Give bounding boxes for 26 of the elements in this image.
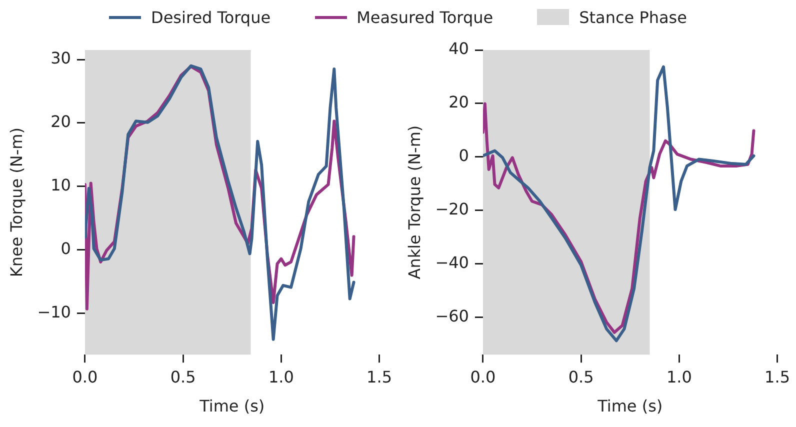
x-tick-label: 0.5 bbox=[568, 367, 594, 386]
y-tick-label: 10 bbox=[50, 176, 71, 195]
legend-label: Measured Torque bbox=[356, 8, 494, 26]
x-tick-label: 0.5 bbox=[170, 367, 196, 386]
y-tick-label: 0 bbox=[60, 239, 71, 258]
y-axis-title: Ankle Torque (N-m) bbox=[404, 125, 424, 280]
x-axis-title: Time (s) bbox=[198, 396, 265, 416]
y-tick-label: −20 bbox=[435, 199, 469, 218]
y-tick-label: 20 bbox=[50, 112, 71, 132]
x-tick-label: 0.0 bbox=[470, 367, 496, 386]
y-axis-title: Knee Torque (N-m) bbox=[6, 128, 26, 278]
x-tick-label: 1.5 bbox=[366, 367, 392, 386]
x-tick-label: 0.0 bbox=[72, 367, 98, 386]
y-tick-label: −10 bbox=[37, 302, 71, 322]
y-tick-label: −60 bbox=[435, 306, 469, 326]
y-tick-label: 20 bbox=[448, 92, 469, 112]
x-tick-label: 1.5 bbox=[764, 367, 790, 386]
legend-label: Desired Torque bbox=[151, 8, 271, 26]
y-tick-label: −40 bbox=[435, 252, 469, 272]
legend-label: Stance Phase bbox=[579, 8, 687, 26]
y-tick-label: 30 bbox=[50, 48, 71, 68]
x-tick-label: 1.0 bbox=[666, 367, 692, 386]
y-tick-label: 40 bbox=[448, 39, 469, 58]
x-tick-label: 1.0 bbox=[268, 367, 294, 386]
y-tick-label: 0 bbox=[458, 146, 469, 166]
x-axis-title: Time (s) bbox=[596, 396, 663, 416]
